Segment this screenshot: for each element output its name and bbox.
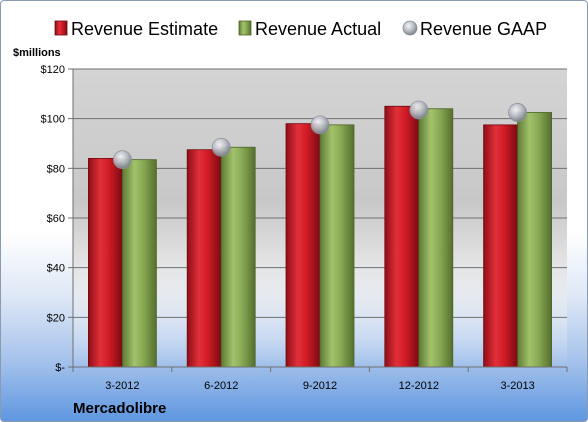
x-tick-label: 9-2012	[303, 380, 337, 392]
y-tick-label: $-	[55, 362, 65, 374]
x-tick-label: 12-2012	[399, 380, 439, 392]
bar-revenue-estimate	[483, 124, 519, 368]
marker-revenue-gaap	[508, 103, 527, 122]
marker-revenue-gaap	[113, 150, 132, 170]
bar-revenue-actual	[122, 159, 157, 368]
legend-swatch-revenue-gaap	[402, 20, 418, 36]
legend-label: Revenue GAAP	[420, 19, 547, 39]
bar-revenue-actual	[517, 112, 552, 368]
x-axis-ticks: 3-2012 6-2012 9-2012 12-2012 3-2013	[72, 366, 568, 392]
gaap-markers	[113, 100, 527, 170]
bar-revenue-estimate	[186, 149, 222, 368]
bar-revenue-actual	[220, 146, 256, 368]
y-tick-label: $60	[47, 213, 65, 225]
y-axis-unit-label: $millions	[13, 47, 61, 59]
bar-revenue-estimate	[285, 123, 321, 368]
y-tick-label: $80	[47, 163, 65, 175]
x-tick-label: 3-2012	[105, 380, 139, 392]
y-tick-label: $100	[41, 114, 65, 126]
legend-swatch-revenue-estimate	[54, 20, 68, 36]
y-tick-label: $20	[47, 312, 65, 324]
marker-revenue-gaap	[211, 137, 231, 157]
legend-label: Revenue Actual	[255, 19, 381, 39]
x-tick-label: 6-2012	[204, 380, 238, 392]
marker-revenue-gaap	[409, 100, 429, 120]
x-tick-label: 3-2013	[500, 380, 534, 392]
bars	[88, 105, 552, 368]
chart-legend: Revenue Estimate Revenue Actual Revenue GA…	[54, 19, 547, 39]
y-axis-ticks: $- $20 $40 $60 $80 $100 $120	[41, 64, 74, 374]
bar-revenue-actual	[319, 124, 355, 368]
legend-label: Revenue Estimate	[71, 19, 218, 39]
marker-revenue-gaap	[310, 115, 330, 135]
company-label: Mercadolibre	[73, 400, 166, 417]
bar-revenue-actual	[418, 108, 454, 368]
y-tick-label: $40	[47, 263, 65, 275]
bar-revenue-estimate	[88, 157, 123, 368]
bar-revenue-estimate	[384, 105, 420, 368]
y-tick-label: $120	[41, 64, 65, 76]
legend-swatch-revenue-actual	[238, 20, 252, 36]
